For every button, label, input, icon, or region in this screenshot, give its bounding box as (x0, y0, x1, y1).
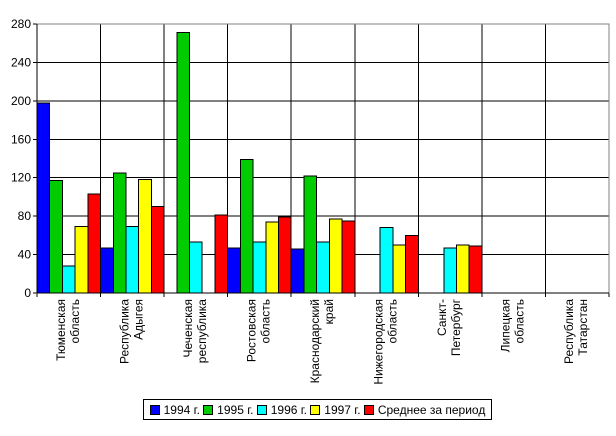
bar (61, 265, 76, 294)
x-tick-label-line: Тюменская (54, 299, 68, 361)
x-tick-label-line: Татарстан (576, 299, 590, 356)
x-tick-label: Нижегородская область (372, 299, 400, 385)
y-tick-label: 40 (18, 248, 32, 262)
x-tick-label: Чеченская республика (181, 299, 209, 364)
y-tick-label: 160 (11, 132, 31, 146)
x-tick-label-line: Республика (117, 299, 131, 364)
bar (74, 226, 89, 294)
bar (379, 227, 394, 294)
legend-item: 1994 г. (149, 402, 200, 417)
x-tick-label: Республика Татарстан (562, 299, 590, 364)
x-tick-label: Санкт- Петербург (435, 298, 463, 356)
y-tick-label: 0 (24, 286, 31, 300)
x-tick-label-line: Санкт- (435, 299, 449, 336)
x-tick-label: Республика Адыгея (117, 299, 145, 364)
x-tick-label-line: Петербург (449, 298, 463, 356)
x-tick-label: Тюменская область (54, 299, 82, 361)
bar (214, 214, 229, 294)
bar (468, 245, 483, 294)
bar (125, 226, 140, 294)
bar (316, 241, 330, 294)
x-tick-label: Липецкая область (499, 299, 527, 352)
bar (36, 102, 51, 294)
legend-swatch (363, 404, 374, 415)
x-tick-label-line: область (68, 299, 82, 343)
x-tick-label-line: Адыгея (131, 299, 145, 340)
bar (392, 244, 407, 294)
x-tick-label-line: Нижегородская (372, 299, 386, 385)
y-tick-label: 240 (11, 55, 31, 69)
legend-swatch (310, 404, 321, 415)
legend-label: 1997 г. (324, 402, 361, 417)
bar (112, 172, 127, 294)
bar (405, 234, 419, 294)
x-tick-label-line: область (513, 299, 527, 343)
legend-label: 1995 г. (217, 402, 254, 417)
bar (455, 244, 470, 294)
legend-label: 1994 г. (163, 402, 200, 417)
bar (341, 220, 356, 294)
bar (176, 32, 191, 294)
bar (138, 179, 152, 294)
bar (227, 247, 241, 294)
x-tick-label-line: область (386, 299, 400, 343)
legend-item: 1997 г. (310, 402, 361, 417)
legend: 1994 г. 1995 г. 1996 г. 1997 г. Среднее за п… (143, 399, 492, 420)
legend-item: Среднее за период (363, 402, 486, 417)
x-tick-label: Ростовская область (244, 299, 272, 362)
bar (290, 248, 305, 294)
y-tick-label: 200 (11, 94, 31, 108)
legend-label: 1996 г. (270, 402, 307, 417)
bar (278, 216, 292, 294)
y-tick-label: 80 (18, 209, 32, 223)
bar (87, 193, 102, 294)
y-tick-label: 120 (11, 171, 31, 185)
bar (443, 247, 457, 294)
bar (303, 175, 318, 294)
legend-item: 1996 г. (256, 402, 307, 417)
x-tick-label-line: республика (195, 299, 209, 364)
x-tick-label-line: край (322, 299, 336, 324)
bar (328, 218, 343, 294)
bar (49, 180, 63, 294)
legend-swatch (256, 404, 267, 415)
x-tick-label: Краснодарский край (308, 299, 336, 383)
legend-swatch (203, 404, 214, 415)
bar (100, 247, 114, 294)
x-tick-label-line: Республика (562, 299, 576, 364)
bar (189, 241, 203, 294)
x-tick-label-line: Липецкая (499, 299, 513, 352)
bar (265, 221, 280, 294)
legend-label: Среднее за период (377, 402, 486, 417)
bar (239, 158, 254, 294)
legend-item: 1995 г. (203, 403, 253, 417)
bar (150, 206, 165, 294)
x-tick-label-line: Краснодарский (308, 299, 322, 383)
x-tick-label-line: область (258, 299, 272, 343)
y-tick-label: 280 (11, 17, 31, 31)
x-tick-label-line: Ростовская (244, 299, 258, 362)
x-tick-label-line: Чеченская (181, 299, 195, 358)
bar (252, 241, 267, 294)
legend-swatch (149, 404, 160, 415)
